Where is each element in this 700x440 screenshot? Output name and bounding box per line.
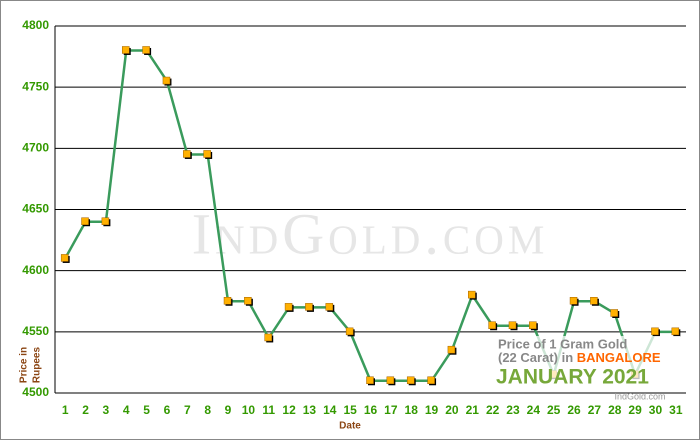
y-tick-label: 4650 [22,202,49,216]
y-tick-label: 4750 [22,79,49,93]
y-tick-label: 4600 [22,263,49,277]
x-tick-label: 25 [547,403,561,417]
marker [447,345,456,354]
x-tick-label: 24 [527,403,541,417]
annotation-period: JANUARY 2021 [496,366,649,389]
marker [81,217,89,225]
marker [284,303,293,311]
marker [101,217,110,225]
x-tick-label: 9 [225,403,232,417]
marker [183,150,191,158]
x-tick-label: 5 [143,403,150,417]
x-tick-label: 16 [364,403,378,417]
marker [203,150,211,158]
marker [60,254,69,262]
watermark: IndGold.com [192,201,549,266]
marker [427,376,435,385]
annotation-city: BANGALORE [577,350,661,365]
marker [121,46,130,54]
annotation-line: Price of 1 Gram Gold [498,336,627,351]
x-tick-label: 11 [262,403,275,417]
x-tick-label: 1 [62,403,69,417]
x-axis-label: Date [339,421,361,432]
marker [345,327,354,336]
x-tick-label: 28 [608,403,622,417]
x-tick-label: 21 [466,403,480,417]
x-tick-label: 3 [103,403,110,417]
marker [488,321,496,329]
marker [529,321,537,329]
y-tick-label: 4550 [22,324,49,338]
x-tick-label: 26 [567,403,581,417]
x-tick-label: 13 [303,403,317,417]
x-tick-label: 27 [588,403,602,417]
marker [223,297,232,305]
x-tick-label: 15 [343,403,357,417]
annotation-box [494,336,680,390]
marker [305,303,313,311]
marker [590,297,598,305]
y-tick-label: 4800 [22,18,49,32]
marker [569,297,578,305]
y-axis-label: Price in [19,347,30,383]
x-tick-label: 4 [123,403,130,417]
x-tick-label: 22 [486,403,500,417]
x-tick-label: 10 [242,403,256,417]
x-tick-label: 2 [82,403,89,417]
credit: IndGold.com [614,391,665,401]
x-tick-label: 14 [323,403,337,417]
x-tick-label: 18 [405,403,419,417]
marker [264,333,272,342]
marker [366,376,374,385]
marker [142,46,150,54]
x-tick-label: 19 [425,403,439,417]
marker [671,327,680,336]
marker [508,321,517,329]
marker [386,376,395,385]
marker [610,309,619,317]
marker [325,303,334,311]
marker [162,76,171,85]
x-tick-label: 6 [164,403,171,417]
marker [651,327,659,336]
y-axis-label: Rupees [32,347,43,384]
y-tick-label: 4500 [22,385,49,399]
marker [406,376,415,385]
annotation-line: (22 Carat) in BANGALORE [498,350,661,365]
x-tick-label: 8 [204,403,211,417]
y-tick-label: 4700 [22,141,49,155]
annotation-line: (22 Carat) in [498,350,573,365]
marker [244,297,252,305]
x-tick-label: 31 [669,403,683,417]
x-tick-label: 30 [649,403,663,417]
x-tick-label: 29 [628,403,642,417]
x-tick-label: 17 [384,403,398,417]
x-tick-label: 7 [184,403,191,417]
marker [468,290,476,299]
x-tick-label: 20 [445,403,459,417]
x-tick-label: 12 [282,403,296,417]
x-tick-label: 23 [506,403,520,417]
